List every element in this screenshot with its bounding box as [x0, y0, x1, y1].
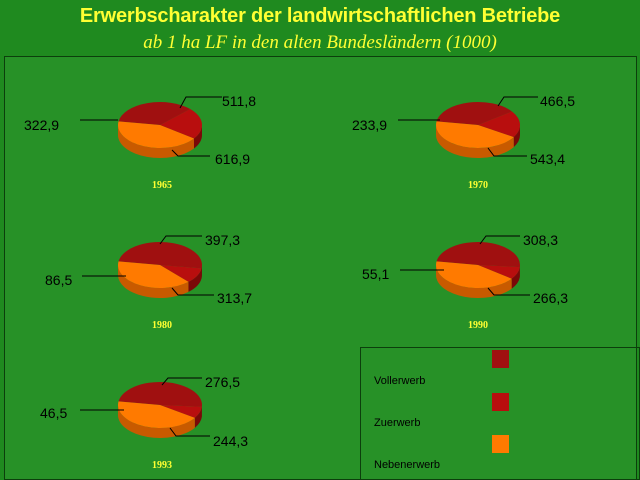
pie-side-1980-2 — [118, 265, 189, 298]
leader-line-1980-0 — [159, 235, 202, 245]
year-label-1980: 1980 — [152, 320, 172, 331]
leader-line-1993-2 — [169, 427, 210, 437]
pie-slice-1993-zuerwerb — [160, 405, 202, 418]
leader-line-1993-0 — [161, 377, 202, 386]
value-label-1990-nebenerwerb: 266,3 — [533, 290, 568, 306]
legend-swatch-vollerwerb — [492, 350, 509, 368]
value-label-1980-nebenerwerb: 313,7 — [217, 290, 252, 306]
leader-line-1965-0 — [179, 96, 222, 109]
value-label-1990-vollerwerb: 308,3 — [523, 232, 558, 248]
pie-side-1980-1 — [188, 268, 202, 292]
pie-1990: 308,3 55,1 266,3 1990 — [362, 232, 568, 331]
pie-1993: 276,5 46,5 244,3 1993 — [40, 374, 248, 471]
plot-area — [4, 56, 637, 480]
year-label-1990: 1990 — [468, 320, 488, 331]
leader-line-1970-0 — [497, 96, 538, 107]
value-label-1965-vollerwerb: 511,8 — [222, 93, 256, 109]
leader-line-1965-2 — [171, 149, 210, 157]
value-label-1965-nebenerwerb: 616,9 — [215, 151, 250, 167]
leader-line-1990-0 — [479, 235, 520, 245]
year-label-1965: 1965 — [152, 180, 172, 191]
value-label-1993-vollerwerb: 276,5 — [205, 374, 240, 390]
legend-entry-nebenerwerb: Nebenerwerb — [361, 433, 639, 471]
value-label-1970-zuerwerb: 233,9 — [352, 117, 387, 133]
legend-label-zuerwerb: Zuerwerb — [374, 417, 421, 429]
pie-slice-1970-nebenerwerb — [436, 121, 514, 148]
pie-slice-1980-vollerwerb — [118, 241, 203, 269]
pie-side-1970-1 — [513, 125, 520, 148]
leader-line-1990-2 — [487, 287, 530, 296]
pie-slice-1970-zuerwerb — [478, 111, 520, 138]
value-label-1980-zuerwerb: 86,5 — [45, 272, 72, 288]
pie-side-1993-2 — [118, 405, 195, 439]
value-label-1993-nebenerwerb: 244,3 — [213, 433, 248, 449]
pie-slice-1965-zuerwerb — [160, 109, 202, 139]
chart-subtitle: ab 1 ha LF in den alten Bundesländern (1… — [143, 32, 497, 53]
pie-slice-1965-nebenerwerb — [117, 121, 194, 149]
pie-slice-1993-nebenerwerb — [117, 401, 195, 428]
value-label-1965-zuerwerb: 322,9 — [24, 117, 59, 133]
legend-swatch-nebenerwerb — [492, 435, 509, 453]
leader-line-1980-2 — [171, 287, 214, 296]
pie-slice-1990-nebenerwerb — [436, 261, 512, 289]
legend-swatch-zuerwerb — [492, 393, 509, 411]
pie-slice-1980-zuerwerb — [160, 265, 202, 282]
year-label-1970: 1970 — [468, 180, 488, 191]
pie-side-1993-1 — [194, 406, 202, 428]
year-label-1993: 1993 — [152, 460, 172, 471]
pie-1965: 511,8 322,9 616,9 1965 — [24, 93, 256, 191]
legend: Vollerwerb Zuerwerb Nebenerwerb — [360, 347, 640, 480]
value-label-1990-zuerwerb: 55,1 — [362, 266, 389, 282]
pie-1970: 466,5 233,9 543,4 1970 — [352, 93, 575, 191]
leader-line-1970-2 — [487, 147, 527, 157]
pie-slice-1970-vollerwerb — [436, 101, 512, 125]
value-label-1970-nebenerwerb: 543,4 — [530, 151, 565, 167]
pie-side-1965-2 — [118, 125, 194, 159]
pie-side-1965-1 — [193, 125, 202, 149]
value-label-1980-vollerwerb: 397,3 — [205, 232, 240, 248]
pie-slice-1990-vollerwerb — [436, 242, 520, 268]
legend-label-vollerwerb: Vollerwerb — [374, 375, 426, 387]
pie-slice-1990-zuerwerb — [478, 265, 520, 279]
chart-title: Erwerbscharakter der landwirtschaftliche… — [79, 5, 561, 27]
pie-side-1970-2 — [436, 125, 514, 158]
pie-slice-1980-nebenerwerb — [118, 261, 189, 289]
pie-1980: 397,3 86,5 313,7 1980 — [45, 232, 252, 331]
pie-side-1990-1 — [511, 267, 520, 289]
value-label-1970-vollerwerb: 466,5 — [540, 93, 575, 109]
value-label-1993-zuerwerb: 46,5 — [40, 405, 67, 421]
pie-side-1990-2 — [435, 265, 512, 299]
pie-slice-1993-vollerwerb — [118, 381, 203, 407]
legend-entry-zuerwerb: Zuerwerb — [361, 390, 639, 429]
legend-label-nebenerwerb: Nebenerwerb — [374, 459, 441, 471]
legend-entry-vollerwerb: Vollerwerb — [361, 348, 639, 387]
pie-slice-1965-vollerwerb — [118, 102, 191, 125]
